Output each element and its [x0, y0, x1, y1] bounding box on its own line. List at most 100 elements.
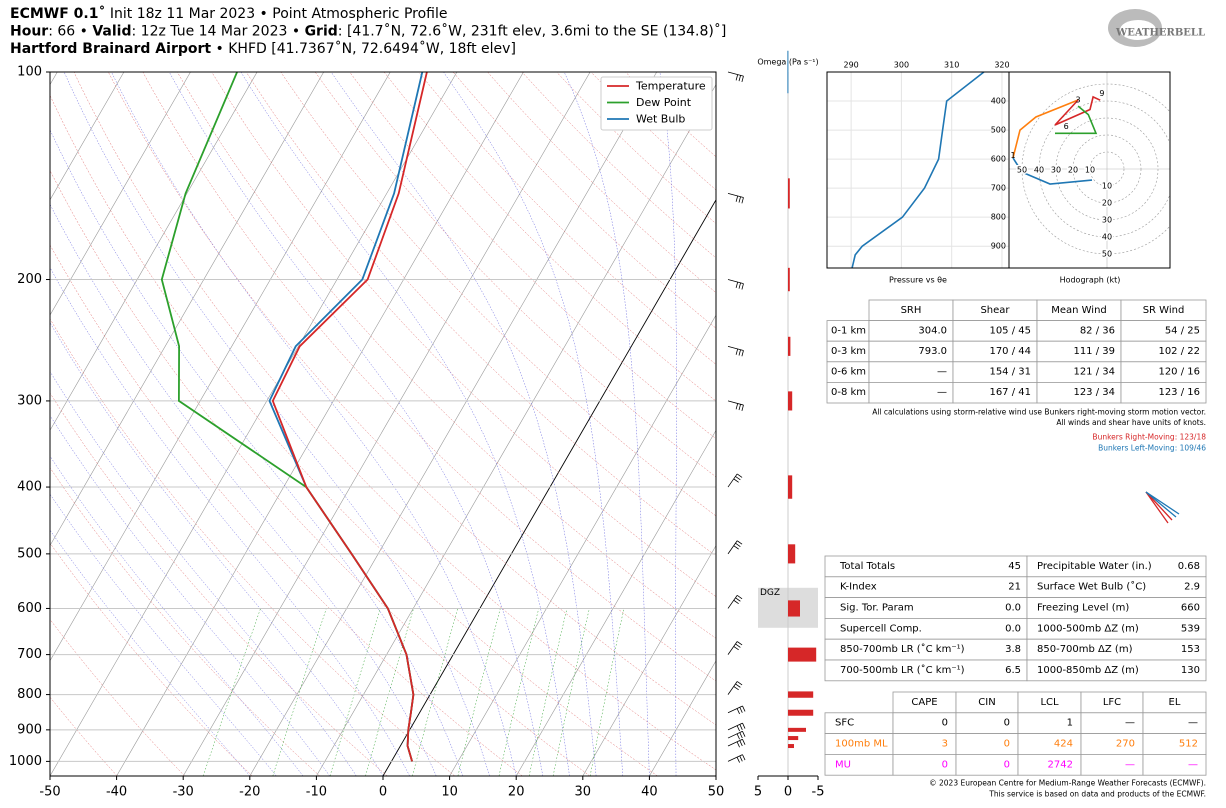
barb-flag — [735, 282, 739, 289]
moist-adiabat — [50, 493, 277, 776]
ring-label: 10 — [1085, 166, 1095, 175]
ring-label: 40 — [1034, 166, 1044, 175]
hodo-ring — [1038, 100, 1170, 238]
header-text: : 66 • — [48, 24, 92, 40]
barb-flag — [733, 478, 739, 483]
barb-flag — [742, 705, 746, 712]
wind-barb — [727, 722, 746, 732]
y-tick-label: 800 — [17, 687, 42, 702]
moist-adiabat — [50, 203, 437, 776]
legend-label: Dew Point — [636, 96, 692, 109]
profile-line — [160, 72, 415, 762]
omega-bar — [788, 475, 793, 499]
x-tick-label: 320 — [994, 61, 1009, 70]
x-tick-label: 290 — [843, 61, 858, 70]
table-header: LFC — [1103, 697, 1121, 708]
moist-adiabat — [111, 72, 517, 776]
x-tick-label: -50 — [39, 785, 60, 800]
hodo-ring — [1055, 117, 1159, 221]
wind-barb — [727, 705, 746, 715]
table-value: 121 / 34 — [1073, 367, 1115, 378]
barb-flag — [733, 686, 739, 691]
x-tick-label: 5 — [754, 785, 762, 800]
ring-label: 50 — [1017, 166, 1027, 175]
moist-adiabat — [443, 72, 624, 776]
storm-vector — [1145, 491, 1169, 524]
row-label: 0-8 km — [831, 387, 866, 398]
isotherm — [249, 72, 657, 776]
y-tick-label: 500 — [17, 546, 42, 561]
table-value: 270 — [1116, 739, 1135, 750]
index-label: 1000-850mb ΔZ (m) — [1037, 665, 1139, 676]
wind-barb — [727, 730, 746, 740]
row-label: SFC — [835, 718, 854, 729]
table-value: — — [937, 367, 947, 378]
barb-staff — [727, 730, 743, 739]
barb-flag — [738, 196, 741, 203]
omega-bar — [788, 391, 793, 411]
y-tick-label: 600 — [17, 601, 42, 616]
barb-staff — [727, 279, 744, 285]
storm-vector — [1145, 491, 1177, 518]
row-label: MU — [835, 759, 851, 770]
logo: WEATHERBELL — [1115, 28, 1205, 39]
y-tick-label: 400 — [991, 97, 1006, 106]
index-label: 700-500mb LR (˚C km⁻¹) — [840, 664, 965, 676]
table-value: 170 / 44 — [989, 346, 1031, 357]
isotherm — [316, 84, 716, 776]
profile-line — [268, 72, 424, 762]
index-value: 0.0 — [1005, 623, 1021, 634]
isotherm — [50, 72, 125, 201]
ring-label: 50 — [1102, 250, 1112, 259]
table-value: 111 / 39 — [1073, 346, 1115, 357]
barb-flag — [735, 476, 741, 481]
y-tick-label: 600 — [991, 155, 1006, 164]
bunkers-note: Bunkers Right-Moving: 123/18 — [1092, 433, 1206, 442]
header-line: Hartford Brainard Airport • KHFD [41.736… — [10, 40, 516, 57]
table-value: — — [1188, 718, 1198, 729]
barb-flag — [735, 348, 739, 355]
y-tick-label: 900 — [17, 722, 42, 737]
table-value: 120 / 16 — [1158, 367, 1200, 378]
row-label: 0-1 km — [831, 325, 866, 336]
table-value: 793.0 — [918, 346, 947, 357]
table-cell — [1142, 754, 1207, 776]
index-value: 45 — [1008, 561, 1021, 572]
x-tick-label: 20 — [508, 785, 525, 800]
dry-adiabat — [280, 72, 716, 517]
hodo-line — [1012, 99, 1079, 159]
barb-flag — [742, 754, 746, 761]
moist-adiabat — [240, 72, 570, 776]
x-tick-label: 40 — [641, 785, 658, 800]
mixing-ratio — [412, 608, 458, 776]
barb-flag — [736, 473, 743, 478]
hodo-ring — [1021, 83, 1170, 255]
y-tick-label: 900 — [991, 242, 1006, 251]
index-value: 3.8 — [1005, 644, 1021, 655]
index-value: 2.9 — [1184, 582, 1200, 593]
logo-mark — [1120, 20, 1156, 40]
table-cell — [1120, 381, 1207, 404]
mixing-ratio — [202, 608, 261, 776]
barb-flag — [736, 641, 743, 646]
header-text: Grid — [305, 24, 338, 40]
table-cell — [1026, 659, 1207, 682]
theta-label: Pressure vs θe — [889, 276, 947, 285]
table-value: 3 — [942, 739, 948, 750]
dry-adiabat — [50, 392, 388, 776]
table-value: — — [1188, 759, 1198, 770]
x-tick-label: -30 — [173, 785, 194, 800]
mixing-ratio — [498, 608, 540, 776]
index-label: Supercell Comp. — [840, 623, 922, 634]
x-tick-label: -10 — [306, 785, 327, 800]
legend-label: Temperature — [635, 80, 706, 93]
table-header: SR Wind — [1143, 305, 1185, 316]
plot-frame — [49, 71, 717, 777]
barb-flag — [738, 282, 741, 289]
barb-flag — [733, 545, 739, 550]
table-value: 0 — [942, 759, 948, 770]
header-text: • KHFD [41.7367˚N, 72.6494˚W, 18ft elev] — [211, 40, 516, 57]
table-value: 424 — [1054, 739, 1073, 750]
moist-adiabat — [50, 322, 384, 776]
omega-bar — [788, 600, 800, 617]
